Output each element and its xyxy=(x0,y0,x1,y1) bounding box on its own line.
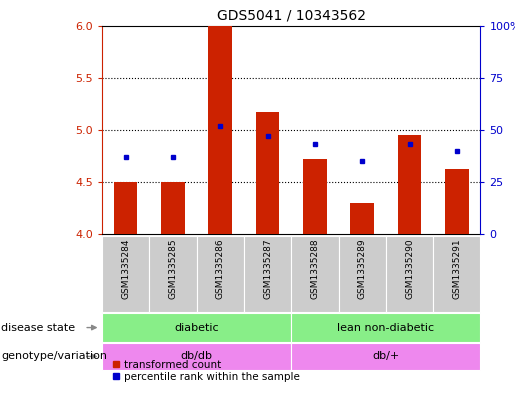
Bar xyxy=(209,26,232,234)
Text: db/+: db/+ xyxy=(372,351,400,362)
Bar xyxy=(398,135,421,234)
Bar xyxy=(102,236,149,312)
Bar xyxy=(350,203,374,234)
Bar xyxy=(445,169,469,234)
Legend: transformed count, percentile rank within the sample: transformed count, percentile rank withi… xyxy=(107,355,304,386)
Text: disease state: disease state xyxy=(1,323,75,332)
Text: diabetic: diabetic xyxy=(174,323,219,332)
Text: GSM1335291: GSM1335291 xyxy=(452,238,461,299)
Text: GSM1335287: GSM1335287 xyxy=(263,238,272,299)
Title: GDS5041 / 10343562: GDS5041 / 10343562 xyxy=(217,9,366,23)
Bar xyxy=(244,236,291,312)
Bar xyxy=(102,313,291,342)
Text: db/db: db/db xyxy=(181,351,213,362)
Bar xyxy=(149,236,197,312)
Text: lean non-diabetic: lean non-diabetic xyxy=(337,323,435,332)
Bar xyxy=(291,236,338,312)
Text: GSM1335289: GSM1335289 xyxy=(358,238,367,299)
Bar xyxy=(291,313,480,342)
Bar xyxy=(102,343,291,370)
Bar xyxy=(338,236,386,312)
Text: GSM1335286: GSM1335286 xyxy=(216,238,225,299)
Text: genotype/variation: genotype/variation xyxy=(1,351,107,362)
Bar xyxy=(256,112,280,234)
Bar xyxy=(161,182,185,234)
Bar xyxy=(291,343,480,370)
Bar xyxy=(197,236,244,312)
Text: GSM1335284: GSM1335284 xyxy=(121,238,130,299)
Text: GSM1335288: GSM1335288 xyxy=(311,238,319,299)
Bar xyxy=(303,159,327,234)
Bar xyxy=(114,182,138,234)
Bar xyxy=(386,236,433,312)
Bar xyxy=(433,236,480,312)
Text: GSM1335290: GSM1335290 xyxy=(405,238,414,299)
Text: GSM1335285: GSM1335285 xyxy=(168,238,178,299)
